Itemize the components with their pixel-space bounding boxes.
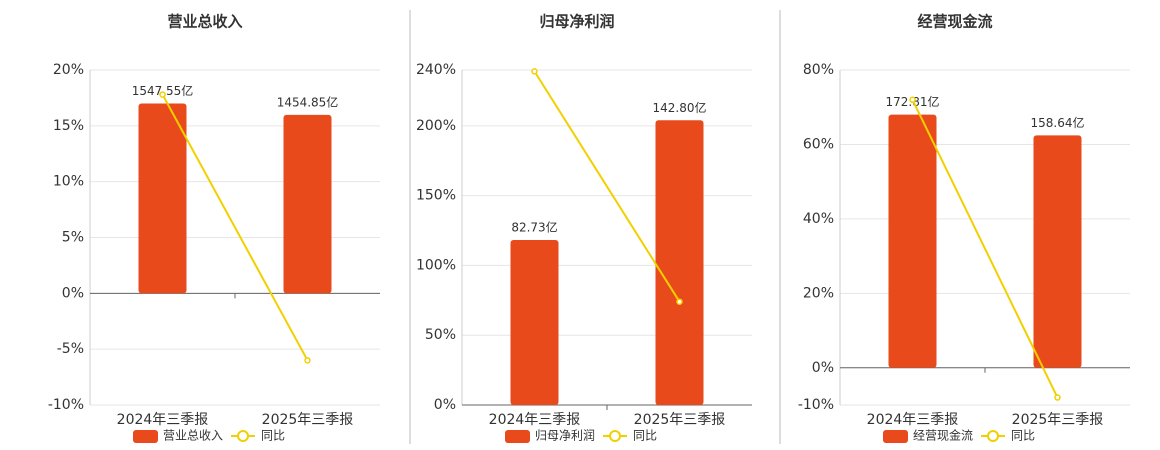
legend-swatch <box>237 430 249 442</box>
y-tick-label: 240% <box>416 62 456 78</box>
y-tick-label: -10% <box>798 397 834 413</box>
x-tick-label: 2024年三季报 <box>489 412 581 428</box>
y-tick-label: 0% <box>434 397 456 413</box>
bar <box>283 114 332 294</box>
y-tick-label: 200% <box>416 118 456 134</box>
y-tick-label: 150% <box>416 188 456 204</box>
bar-value-label: 1547.55亿 <box>132 83 194 98</box>
y-tick-label: 50% <box>425 327 456 343</box>
bar <box>1033 135 1082 368</box>
legend-label: 经营现金流 <box>913 428 973 443</box>
y-tick-label: 100% <box>416 257 456 273</box>
line <box>533 70 681 303</box>
bar <box>655 120 704 405</box>
y-tick-label: 5% <box>62 230 84 246</box>
chart-title: 归母净利润 <box>539 13 614 31</box>
x-tick-label: 2024年三季报 <box>867 412 959 428</box>
legend-label: 归母净利润 <box>535 429 595 443</box>
y-tick-label: 20% <box>803 285 834 301</box>
bar-value-label: 158.64亿 <box>1031 115 1085 130</box>
x-tick-label: 2024年三季报 <box>117 412 209 428</box>
bar-value-label: 82.73亿 <box>511 220 557 235</box>
legend-label: 同比 <box>261 429 285 443</box>
y-tick-label: -5% <box>57 341 84 357</box>
x-tick-label: 2025年三季报 <box>634 412 726 428</box>
line-point <box>1054 394 1061 401</box>
legend-swatch <box>609 430 621 442</box>
y-tick-label: 15% <box>53 118 84 134</box>
bar-value-label: 142.80亿 <box>653 100 707 115</box>
line <box>161 94 309 361</box>
legend-label: 营业总收入 <box>163 429 223 443</box>
y-tick-label: 10% <box>53 174 84 190</box>
legend-label: 同比 <box>1011 429 1035 443</box>
bar-value-label: 1454.85亿 <box>277 94 339 109</box>
chart-title: 营业总收入 <box>167 13 242 31</box>
line <box>911 99 1059 398</box>
y-tick-label: 0% <box>812 360 834 376</box>
y-tick-label: 0% <box>62 285 84 301</box>
legend-swatch <box>883 430 908 443</box>
line-point <box>676 298 683 305</box>
y-tick-label: 20% <box>53 62 84 78</box>
line-point <box>909 96 916 104</box>
legend-swatch <box>987 430 999 442</box>
bar <box>138 103 187 294</box>
legend-swatch <box>133 430 158 443</box>
bar <box>510 240 559 405</box>
x-tick-label: 2025年三季报 <box>262 412 354 428</box>
chart-title: 经营现金流 <box>917 13 992 31</box>
bar <box>888 114 937 368</box>
y-tick-label: 80% <box>803 62 834 78</box>
legend-label: 同比 <box>633 429 657 443</box>
y-tick-label: 40% <box>803 211 834 227</box>
y-tick-label: -10% <box>48 397 84 413</box>
line-point <box>531 68 538 75</box>
y-tick-label: 60% <box>803 136 834 152</box>
x-tick-label: 2025年三季报 <box>1012 412 1104 428</box>
line-point <box>304 357 311 364</box>
legend-swatch <box>505 430 530 443</box>
line-point <box>159 91 166 98</box>
